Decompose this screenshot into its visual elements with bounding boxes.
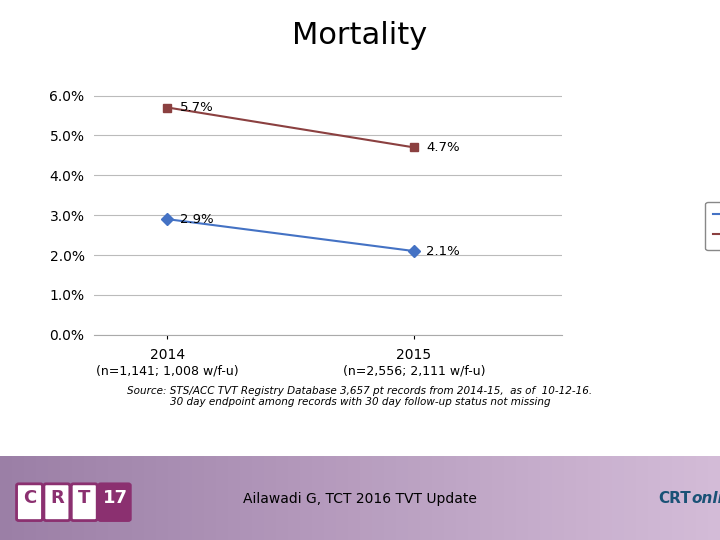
Text: Mortality: Mortality	[292, 21, 428, 50]
Text: (n=2,556; 2,111 w/f-u): (n=2,556; 2,111 w/f-u)	[343, 364, 485, 377]
Text: Source: STS/ACC TVT Registry Database 3,657 pt records from 2014-15,  as of  10-: Source: STS/ACC TVT Registry Database 3,…	[127, 387, 593, 396]
Text: 4.7%: 4.7%	[426, 141, 460, 154]
Text: 17: 17	[103, 489, 127, 508]
Text: 2014: 2014	[150, 348, 185, 362]
Text: 2.9%: 2.9%	[180, 213, 213, 226]
Text: 2.1%: 2.1%	[426, 245, 460, 258]
Text: online.org: online.org	[691, 491, 720, 506]
Text: CRT: CRT	[659, 491, 691, 506]
Text: 2015: 2015	[396, 348, 431, 362]
Text: R: R	[50, 489, 64, 508]
Legend: In-hospital, 30 days: In-hospital, 30 days	[705, 201, 720, 250]
Text: T: T	[78, 489, 91, 508]
Text: Ailawadi G, TCT 2016 TVT Update: Ailawadi G, TCT 2016 TVT Update	[243, 492, 477, 507]
Text: 30 day endpoint among records with 30 day follow-up status not missing: 30 day endpoint among records with 30 da…	[170, 397, 550, 407]
Text: C: C	[23, 489, 36, 508]
Text: (n=1,141; 1,008 w/f-u): (n=1,141; 1,008 w/f-u)	[96, 364, 239, 377]
Text: 5.7%: 5.7%	[180, 101, 214, 114]
